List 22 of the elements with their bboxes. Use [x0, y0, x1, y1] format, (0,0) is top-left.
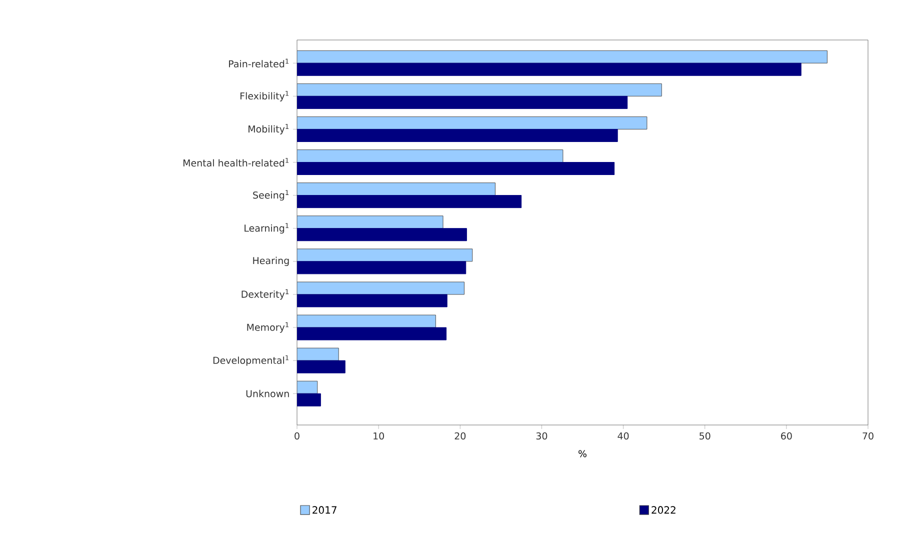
y-tick-label: Developmental$^{1}$ [213, 355, 289, 366]
x-tick-label: 70 [862, 432, 874, 440]
y-tick-label: Unknown [246, 390, 289, 398]
y-tick-label: Hearing [253, 256, 289, 266]
x-axis-title: % [578, 450, 586, 458]
y-tick-label: Flexibility$^{1}$ [240, 90, 289, 102]
x-tick-label: 30 [536, 432, 548, 440]
y-tick-label: Memory$^{1}$ [247, 322, 289, 333]
y-tick-label: Seeing$^{1}$ [253, 190, 289, 201]
y-tick-label: Mobility$^{1}$ [248, 124, 289, 134]
x-tick-label: 20 [454, 432, 466, 440]
x-tick-label: 40 [618, 432, 629, 440]
y-tick-label: Learning$^{1}$ [244, 223, 289, 234]
x-tick-label: 60 [781, 432, 792, 440]
x-tick-label: 10 [374, 432, 384, 440]
y-tick-label: Pain-related$^{1}$ [229, 58, 289, 68]
y-tick-label: Dexterity$^{1}$ [242, 289, 289, 300]
legend-label: 2017 [312, 506, 336, 514]
legend-label: 2022 [652, 506, 676, 514]
x-tick-label: 0 [294, 432, 300, 440]
x-tick-label: 50 [700, 432, 710, 440]
y-tick-label: Mental health-related$^{1}$ [183, 158, 289, 167]
